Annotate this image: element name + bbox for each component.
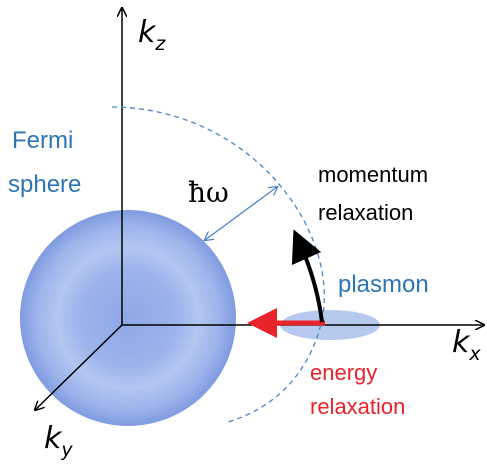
dashed-arc bbox=[111, 106, 325, 423]
energy-label: energy bbox=[310, 360, 377, 385]
momentum-label: relaxation bbox=[318, 200, 413, 225]
fermi-label: Fermi bbox=[12, 127, 73, 154]
ky-label: ky bbox=[44, 421, 73, 461]
ky-axis bbox=[35, 324, 123, 410]
hw-label: ħω bbox=[188, 176, 229, 209]
plasmon-label: plasmon bbox=[338, 271, 429, 298]
kz-label: kz bbox=[138, 15, 166, 55]
hw-arrow bbox=[205, 187, 277, 240]
momentum-arrow bbox=[291, 229, 324, 323]
momentum-label: momentum bbox=[318, 162, 428, 187]
fermi-label: sphere bbox=[8, 171, 81, 198]
energy-label: relaxation bbox=[310, 394, 405, 419]
kx-label: kx bbox=[452, 325, 481, 365]
